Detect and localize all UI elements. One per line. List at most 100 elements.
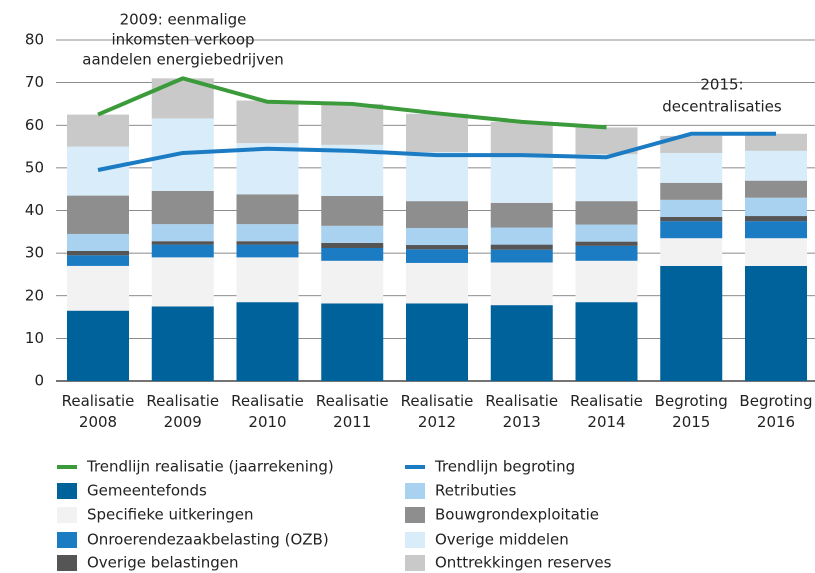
legend-swatch — [405, 507, 425, 523]
annotation: inkomsten verkoop — [111, 31, 254, 49]
legend-label: Bouwgrondexploitatie — [435, 506, 599, 524]
bar-segment — [660, 152, 723, 183]
legend-swatch — [57, 532, 77, 548]
annotation: 2009: eenmalige — [120, 11, 247, 29]
x-tick-label: Realisatie 2013 — [485, 392, 558, 431]
legend-label: Overige belastingen — [87, 554, 239, 572]
bar-segment — [406, 227, 468, 246]
bar-segment — [236, 257, 299, 303]
legend-label: Gemeentefonds — [87, 482, 207, 500]
legend-label: Onttrekkingen reserves — [435, 554, 612, 572]
bar-segment — [575, 245, 638, 261]
bar-segment — [406, 245, 468, 250]
legend-label: Trendlijn realisatie (jaarrekening) — [86, 458, 334, 476]
bar-segment — [660, 265, 723, 381]
y-tick-label: 40 — [25, 201, 44, 219]
bar-segment — [151, 257, 214, 307]
legend-swatch — [405, 532, 425, 548]
bar-segment — [406, 201, 468, 228]
bar-segment — [575, 241, 638, 246]
bar-segment — [151, 241, 214, 245]
y-tick-label: 80 — [25, 31, 44, 49]
y-tick-label: 30 — [25, 244, 44, 262]
annotation: 2015: — [700, 76, 743, 94]
bar-segment — [490, 262, 553, 306]
bar-segment — [236, 224, 299, 242]
legend-swatch — [57, 507, 77, 523]
y-tick-label: 10 — [25, 329, 44, 347]
bar-segment — [490, 121, 553, 156]
bar-segment — [151, 190, 214, 225]
bar-segment — [236, 244, 299, 258]
bar-segment — [660, 238, 723, 266]
x-tick-label: Realisatie 2010 — [231, 392, 304, 431]
legend-swatch — [57, 555, 77, 571]
x-tick-label: Realisatie 2008 — [62, 392, 135, 431]
bar-segment — [745, 221, 807, 239]
bar-segment — [321, 242, 384, 249]
bar-segment — [745, 133, 807, 151]
bar-segment — [236, 194, 299, 225]
bar-segment — [151, 244, 214, 258]
bar-segment — [490, 202, 553, 228]
bar-segment — [575, 154, 638, 202]
bar-segment — [745, 180, 807, 198]
bar-segment — [490, 155, 553, 203]
y-tick-label: 70 — [25, 73, 44, 91]
annotation: aandelen energiebedrijven — [82, 51, 283, 69]
bar-segment — [575, 201, 638, 225]
bar-segment — [745, 238, 807, 266]
bar-segment — [660, 135, 723, 153]
bar-segment — [660, 221, 723, 239]
bar-segment — [660, 182, 723, 200]
legend-label: Retributies — [435, 482, 516, 500]
y-tick-label: 20 — [25, 286, 44, 304]
annotation: decentralisaties — [662, 98, 782, 116]
bar-segment — [67, 233, 129, 251]
bar-segment — [151, 224, 214, 242]
bar-segment — [745, 265, 807, 381]
bar-segment — [406, 152, 468, 202]
y-tick-label: 50 — [25, 158, 44, 176]
bar-segment — [67, 255, 129, 266]
bar-segment — [67, 114, 129, 147]
x-tick-label: Realisatie 2012 — [401, 392, 474, 431]
bar-segment — [321, 196, 384, 226]
legend-label: Onroerendezaakbelasting (OZB) — [87, 531, 329, 549]
x-tick-label: Realisatie 2014 — [570, 392, 643, 431]
trend-line — [97, 76, 607, 130]
bar-segment — [406, 113, 468, 153]
legend-label: Overige middelen — [435, 531, 569, 549]
bar-segment — [490, 305, 553, 381]
bar-segment — [490, 249, 553, 263]
bar-segment — [321, 103, 384, 145]
bar-segment — [321, 260, 384, 304]
x-tick-label: Realisatie 2011 — [316, 392, 389, 431]
legend-swatch — [405, 555, 425, 571]
bar-segment — [67, 195, 129, 234]
bar-segment — [67, 146, 129, 196]
x-tick-label: Begroting 2015 — [655, 392, 728, 431]
x-tick-label: Realisatie 2009 — [146, 392, 219, 431]
bar-segment — [660, 199, 723, 217]
bar-segment — [321, 225, 384, 243]
bar-segment — [406, 303, 468, 381]
bar-segment — [745, 216, 807, 222]
y-tick-label: 0 — [34, 372, 44, 390]
bar-segment — [236, 100, 299, 144]
trend-line — [97, 131, 776, 172]
bar-segment — [321, 303, 384, 381]
legend-label: Specifieke uitkeringen — [87, 506, 254, 524]
bar-segment — [67, 310, 129, 381]
y-tick-label: 60 — [25, 116, 44, 134]
bar-segment — [67, 250, 129, 256]
x-tick-label: Begroting 2016 — [739, 392, 812, 431]
bar-segment — [406, 262, 468, 304]
legend-label: Trendlijn begroting — [434, 458, 575, 476]
bar-segment — [575, 302, 638, 381]
bar-segment — [575, 260, 638, 303]
bar-segment — [406, 249, 468, 263]
bar-segment — [490, 227, 553, 245]
bar-segment — [151, 306, 214, 381]
